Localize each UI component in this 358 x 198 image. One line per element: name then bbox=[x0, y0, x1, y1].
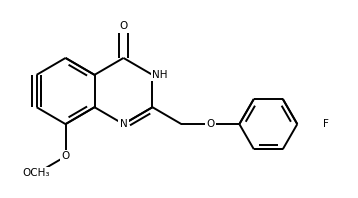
Text: OCH₃: OCH₃ bbox=[23, 168, 50, 178]
Text: NH: NH bbox=[153, 70, 168, 80]
Text: F: F bbox=[323, 119, 329, 129]
Text: O: O bbox=[206, 119, 214, 129]
Text: O: O bbox=[119, 21, 127, 31]
Text: O: O bbox=[62, 151, 70, 161]
Text: N: N bbox=[120, 119, 127, 129]
